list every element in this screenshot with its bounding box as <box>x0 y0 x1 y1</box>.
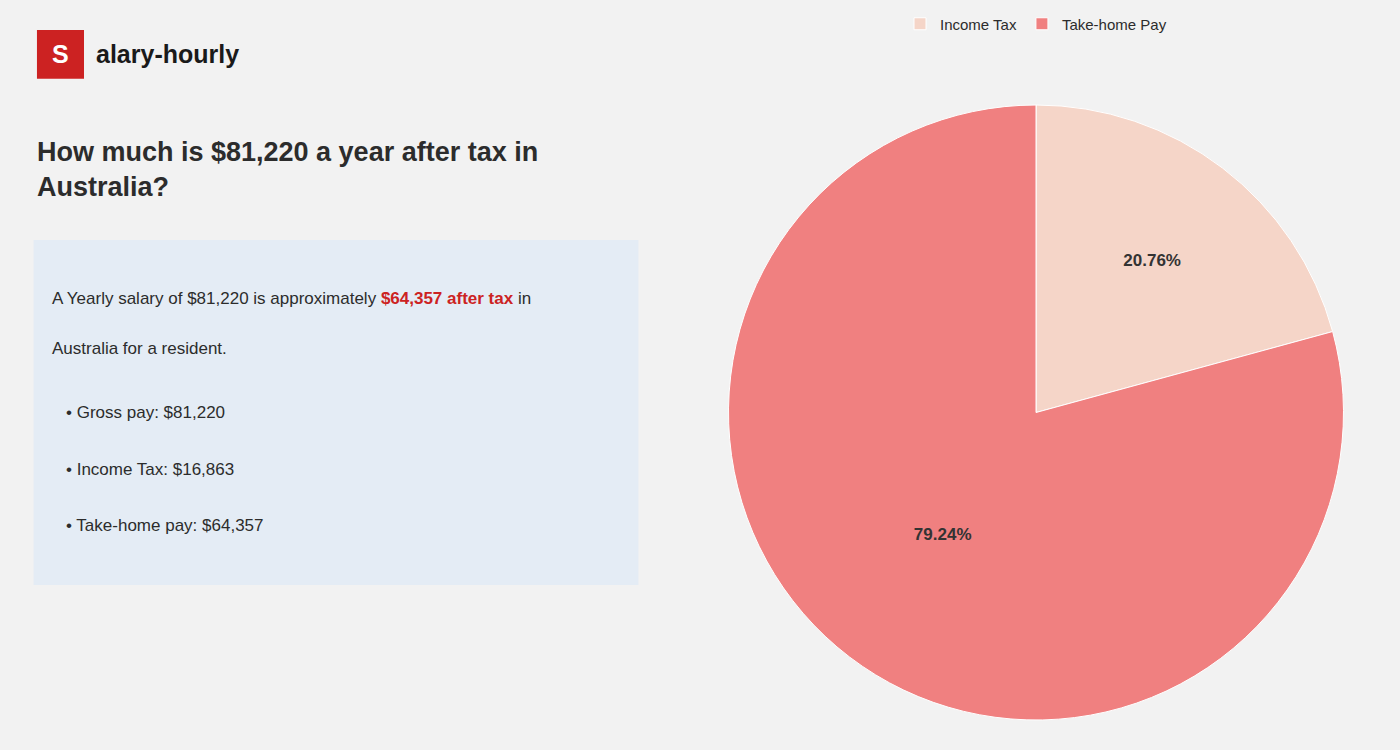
svg-text:Income Tax: Income Tax <box>940 16 1017 33</box>
svg-text:alary-hourly: alary-hourly <box>96 40 239 68</box>
svg-text:• Gross pay: $81,220: • Gross pay: $81,220 <box>66 403 225 422</box>
svg-text:A Yearly salary of $81,220 is: A Yearly salary of $81,220 is approximat… <box>52 289 531 308</box>
svg-text:Australia for a resident.: Australia for a resident. <box>52 339 227 358</box>
svg-text:• Take-home pay: $64,357: • Take-home pay: $64,357 <box>66 516 264 535</box>
svg-text:S: S <box>52 40 69 68</box>
svg-text:• Income Tax: $16,863: • Income Tax: $16,863 <box>66 460 234 479</box>
svg-text:Take-home Pay: Take-home Pay <box>1062 16 1167 33</box>
svg-text:79.24%: 79.24% <box>914 525 972 544</box>
svg-text:20.76%: 20.76% <box>1123 251 1181 270</box>
svg-text:How much is $81,220 a year aft: How much is $81,220 a year after tax inA… <box>37 137 538 202</box>
